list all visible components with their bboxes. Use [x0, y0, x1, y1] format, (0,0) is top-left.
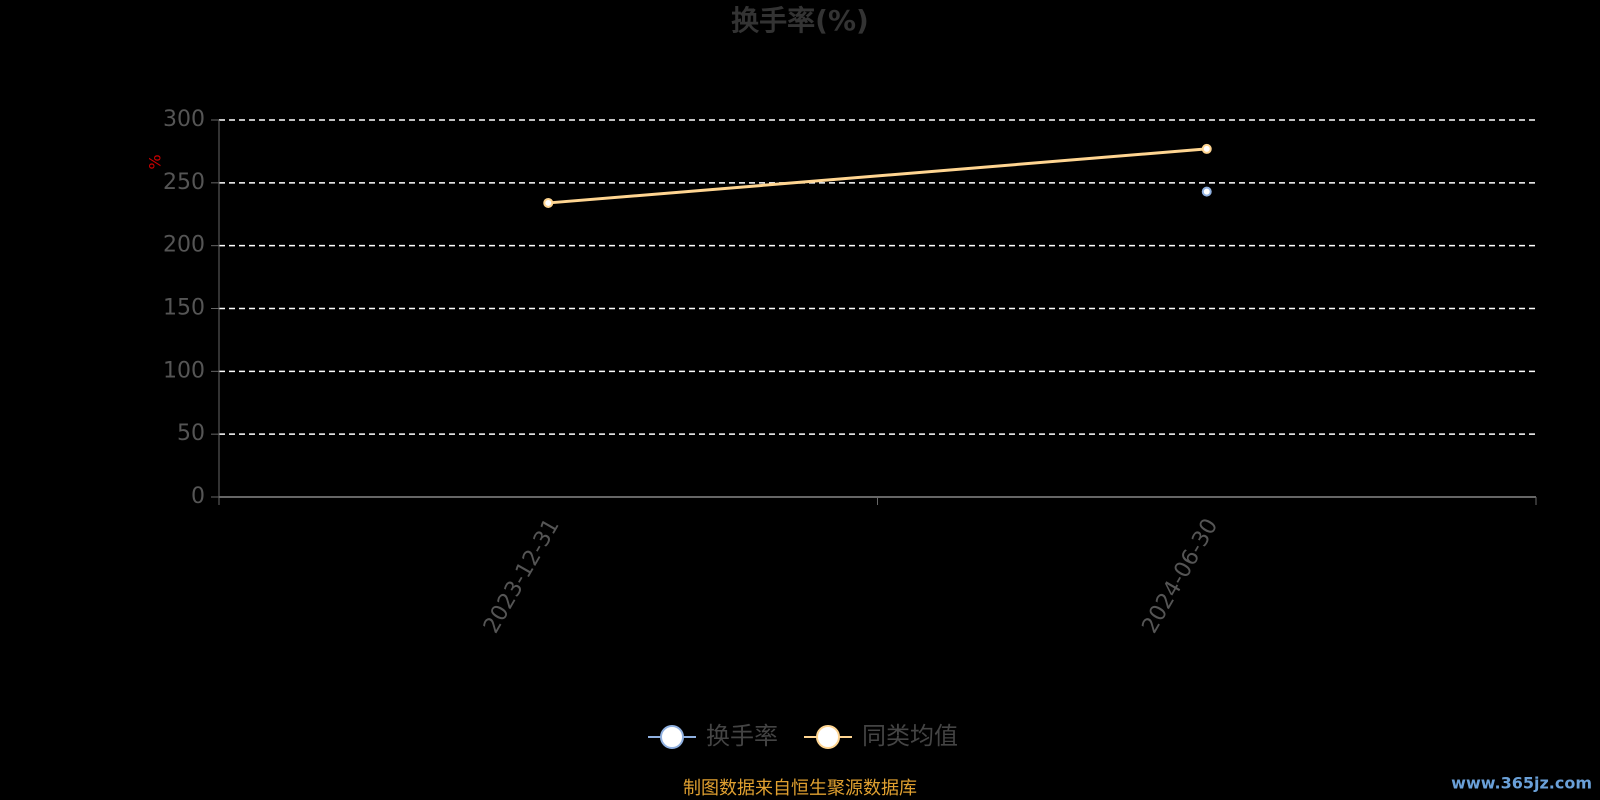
y-axis-unit: %: [146, 154, 165, 169]
data-point: [543, 197, 554, 208]
y-tick-label: 250: [163, 170, 205, 195]
y-tick-label: 300: [163, 107, 205, 132]
watermark: www.365jz.com: [1451, 774, 1592, 793]
legend-marker: [660, 725, 684, 749]
series-line: [548, 147, 1207, 205]
y-tick-label: 200: [163, 233, 205, 258]
y-tick-label: 50: [177, 421, 205, 446]
y-tick-label: 100: [163, 358, 205, 383]
y-tick-label: 150: [163, 296, 205, 321]
source-note: 制图数据来自恒生聚源数据库: [683, 778, 917, 799]
legend-marker: [816, 725, 840, 749]
legend-label: 换手率: [706, 722, 778, 750]
chart-title: 换手率(%): [731, 4, 869, 37]
data-point: [1201, 186, 1212, 197]
data-point: [1201, 143, 1212, 154]
legend-label: 同类均值: [862, 722, 958, 750]
y-tick-label: 0: [191, 484, 205, 509]
